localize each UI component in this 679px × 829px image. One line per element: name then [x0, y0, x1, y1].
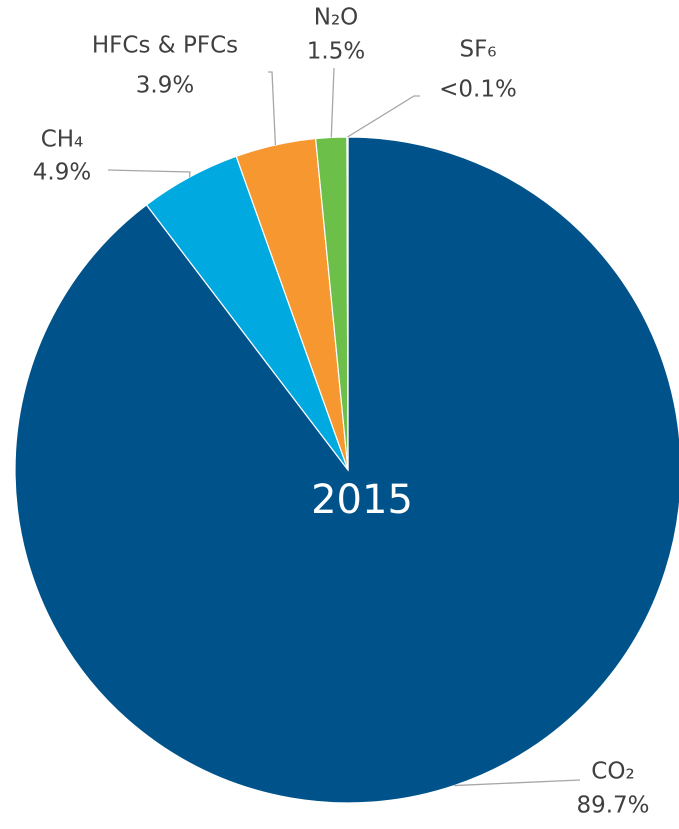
- category-label: SF₆: [459, 37, 496, 63]
- value-label: 89.7%: [576, 793, 649, 819]
- leader-line: [347, 95, 420, 138]
- category-label: HFCs & PFCs: [92, 33, 238, 59]
- value-label: <0.1%: [439, 77, 517, 103]
- value-label: 3.9%: [136, 73, 194, 99]
- category-label: CO₂: [591, 759, 634, 785]
- leader-line: [268, 71, 277, 146]
- leader-line: [454, 779, 581, 787]
- leader-line: [330, 67, 335, 138]
- labels: CO₂ 89.7% CH₄ 4.9% HFCs & PFCs 3.9% N₂O 1.5% SF₆…: [33, 5, 650, 819]
- value-label: 1.5%: [307, 39, 365, 65]
- slice: [14, 136, 679, 804]
- leader-line: [107, 169, 191, 178]
- value-label: 4.9%: [33, 160, 91, 186]
- pie: [14, 136, 679, 804]
- category-label: N₂O: [314, 5, 359, 31]
- center-label: 2015: [311, 477, 413, 523]
- category-label: CH₄: [41, 127, 84, 153]
